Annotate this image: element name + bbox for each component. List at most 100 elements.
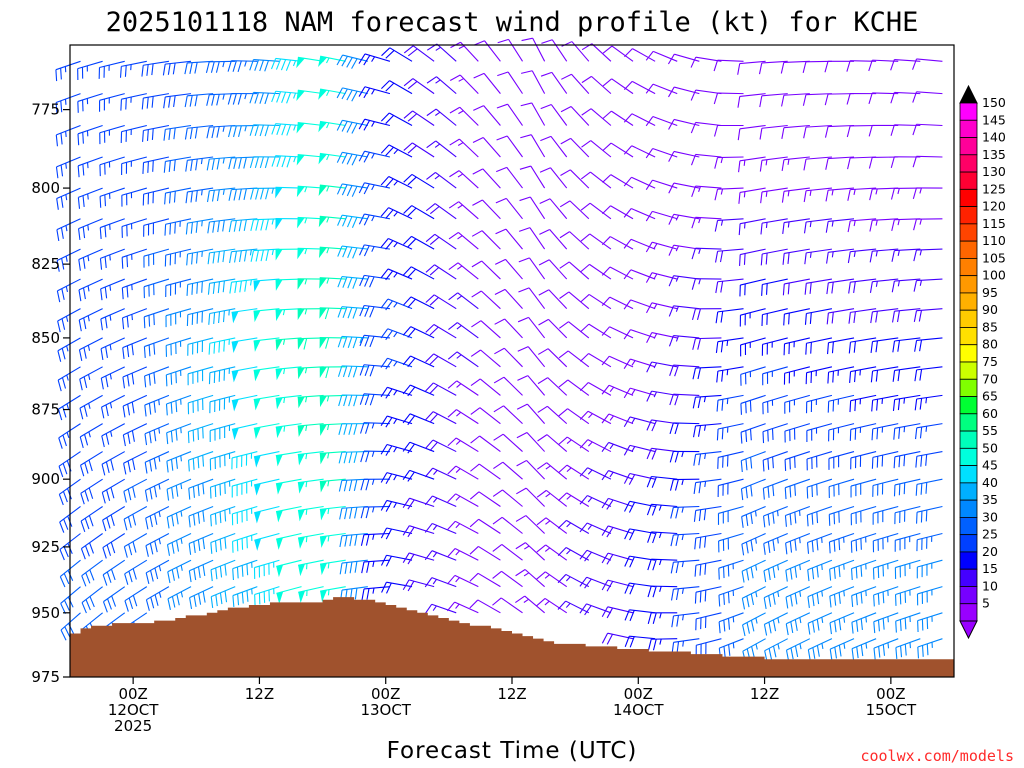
wind-barb (447, 493, 479, 507)
wind-barb (692, 337, 722, 350)
wind-barb (165, 394, 192, 416)
wind-barb (98, 60, 125, 79)
barb-full (100, 318, 103, 331)
barb-shaft (851, 612, 877, 623)
barb-shaft (567, 379, 590, 396)
barb-full (559, 291, 570, 299)
barb-half (244, 125, 247, 132)
barb-shaft (851, 559, 877, 570)
wind-barb (870, 366, 899, 383)
barb-shaft (389, 80, 413, 95)
barb-shaft (103, 586, 126, 603)
barb-shaft (808, 638, 833, 651)
wind-barb (870, 308, 899, 324)
barb-shaft (570, 106, 590, 126)
barb-flag (275, 249, 283, 261)
wind-barb (144, 423, 170, 446)
wind-barb (358, 53, 391, 66)
barb-shaft (547, 348, 568, 368)
barb-full (557, 600, 567, 610)
barb-half (897, 188, 900, 195)
barb-full (59, 576, 66, 588)
barb-full (723, 646, 726, 658)
barb-full (166, 517, 170, 529)
barb-full (832, 371, 835, 383)
barb-full (202, 455, 205, 467)
barb-full (703, 508, 707, 521)
barb-shaft (548, 259, 568, 280)
wind-barb (691, 185, 722, 198)
barb-full (343, 423, 348, 435)
barb-half (831, 220, 834, 227)
wind-barb (740, 478, 766, 501)
barb-full (623, 145, 633, 155)
barb-full (746, 622, 750, 634)
barb-full (341, 121, 348, 132)
barb-full (470, 349, 481, 357)
barb-full (623, 113, 633, 123)
barb-half (457, 173, 464, 178)
barb-shaft (433, 353, 457, 368)
barb-full (56, 290, 61, 303)
barb-full (407, 81, 418, 90)
barb-half (631, 417, 636, 424)
wind-barb (624, 48, 656, 62)
barb-full (364, 335, 370, 347)
wind-barb (380, 207, 413, 220)
barb-full (354, 507, 358, 519)
wind-barb (77, 187, 103, 209)
barb-full (492, 597, 502, 606)
barb-full (838, 592, 841, 604)
barb-shaft (916, 155, 943, 158)
barb-full (721, 427, 724, 440)
barb-full (560, 169, 571, 176)
barb-full (407, 207, 417, 217)
colorbar-swatch (959, 327, 978, 346)
barb-full (493, 376, 505, 384)
wind-barb (424, 467, 457, 480)
barb-full (723, 593, 725, 605)
barb-half (244, 93, 247, 100)
barb-shaft (652, 210, 678, 220)
barb-full (921, 645, 924, 657)
barb-full (897, 369, 901, 382)
barb-full (142, 162, 145, 174)
barb-full (849, 400, 852, 413)
barb-shaft (478, 518, 501, 534)
barb-shaft (124, 586, 148, 602)
barb-full (919, 398, 923, 410)
barb-full (767, 568, 771, 581)
barb-full (194, 62, 198, 74)
barb-shaft (717, 218, 744, 221)
barb-full (227, 93, 232, 105)
barb-full (515, 515, 527, 522)
barb-full (537, 348, 549, 355)
barb-full (720, 281, 724, 293)
barb-full (469, 599, 479, 609)
barb-shaft (609, 296, 634, 310)
barb-full (473, 105, 484, 111)
barb-full (471, 320, 482, 328)
wind-barb (297, 278, 324, 290)
barb-full (215, 567, 218, 580)
barb-full (363, 152, 370, 163)
barb-full (895, 647, 898, 659)
barb-shaft (123, 506, 148, 520)
wind-barb (121, 308, 148, 330)
barb-shaft (784, 278, 810, 285)
barb-full (919, 339, 923, 352)
barb-full (88, 515, 94, 527)
wind-barb (425, 203, 457, 220)
barb-full (704, 536, 707, 548)
barb-full (165, 403, 168, 416)
barb-shaft (409, 525, 435, 535)
barb-shaft (718, 612, 744, 623)
wind-barb (55, 124, 81, 147)
barb-shaft (432, 411, 457, 425)
barb-half (87, 374, 91, 381)
barb-shaft (673, 532, 700, 536)
barb-full (173, 159, 176, 172)
barb-full (325, 337, 330, 349)
barb-full (469, 546, 479, 555)
wind-barb (271, 90, 302, 104)
